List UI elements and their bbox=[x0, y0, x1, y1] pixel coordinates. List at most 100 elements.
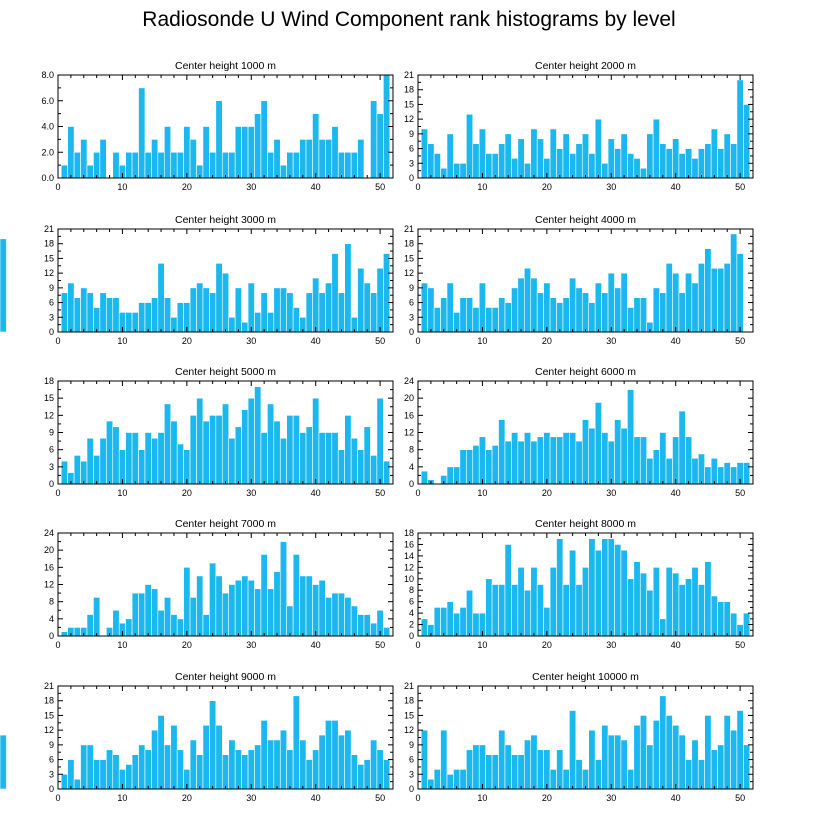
x-tick-label: 0 bbox=[415, 640, 420, 650]
histogram-bar bbox=[260, 432, 268, 485]
histogram-bar bbox=[697, 584, 705, 637]
histogram-bar bbox=[523, 432, 532, 485]
histogram-bar bbox=[691, 158, 699, 179]
histogram-bar bbox=[646, 457, 654, 485]
histogram-bar bbox=[517, 440, 525, 485]
y-tick-label: 0 bbox=[409, 327, 414, 337]
histogram-bar bbox=[743, 462, 751, 485]
histogram-bar bbox=[710, 267, 718, 333]
histogram-bar bbox=[453, 612, 461, 637]
histogram-bar bbox=[254, 113, 262, 179]
y-tick-label: 9 bbox=[409, 129, 414, 139]
histogram-bar bbox=[446, 282, 454, 333]
histogram-bar bbox=[601, 432, 609, 485]
histogram-bar bbox=[685, 578, 693, 637]
histogram-bar bbox=[267, 312, 275, 333]
y-tick-label: 16 bbox=[404, 410, 414, 420]
histogram-panel: Center height 6000 m 0 4 8 12 16 20 24 0 10 20 30 40… bbox=[404, 366, 754, 498]
histogram-bar bbox=[383, 627, 391, 637]
histogram-bar bbox=[588, 729, 596, 790]
histogram-bar bbox=[704, 143, 712, 179]
y-tick-label: 12 bbox=[44, 268, 54, 278]
histogram-bar bbox=[292, 554, 300, 637]
histogram-bar bbox=[292, 695, 300, 790]
x-tick-label: 10 bbox=[117, 182, 127, 192]
histogram-bar bbox=[685, 759, 693, 790]
histogram-bar bbox=[575, 584, 583, 637]
histogram-bar bbox=[530, 567, 538, 637]
histogram-bar bbox=[730, 233, 738, 333]
histogram-bar bbox=[254, 312, 262, 333]
histogram-panel: Center height 1000 m 0.0 2.0 4.0 6.0 8.0 0 10 20… bbox=[41, 60, 394, 192]
y-tick-label: 12 bbox=[44, 725, 54, 735]
histogram-bar bbox=[305, 139, 313, 179]
y-tick-label: 21 bbox=[404, 70, 414, 80]
histogram-bar bbox=[704, 561, 712, 637]
histogram-bar bbox=[286, 749, 294, 790]
histogram-bar bbox=[151, 729, 159, 790]
histogram-bar bbox=[196, 397, 204, 485]
histogram-bar bbox=[125, 312, 133, 333]
histogram-bar bbox=[633, 561, 641, 637]
histogram-bar bbox=[189, 287, 197, 333]
histogram-bar bbox=[652, 720, 660, 790]
x-tick-label: 40 bbox=[311, 488, 321, 498]
histogram-bar bbox=[639, 436, 648, 485]
histogram-bar bbox=[723, 601, 731, 637]
histogram-bar bbox=[446, 601, 454, 637]
histogram-bar bbox=[511, 432, 519, 485]
histogram-bar bbox=[67, 126, 75, 179]
histogram-bar bbox=[498, 143, 506, 179]
y-tick-label: 15 bbox=[44, 253, 54, 263]
histogram-bar bbox=[704, 248, 712, 333]
y-tick-label: 20 bbox=[404, 393, 414, 403]
x-tick-label: 50 bbox=[375, 793, 385, 803]
x-tick-label: 0 bbox=[415, 488, 420, 498]
histogram-bar bbox=[325, 282, 333, 333]
histogram-bar bbox=[478, 128, 486, 179]
histogram-bar bbox=[710, 457, 718, 485]
histogram-bar bbox=[86, 164, 94, 179]
histogram-bar bbox=[376, 113, 384, 179]
y-tick-label: 18 bbox=[44, 696, 54, 706]
histogram-bar bbox=[549, 128, 557, 179]
histogram-bar bbox=[86, 292, 94, 333]
histogram-bar bbox=[556, 148, 564, 179]
histogram-bar bbox=[331, 720, 339, 790]
histogram-bar bbox=[697, 263, 705, 333]
histogram-bar bbox=[562, 432, 570, 485]
histogram-bar bbox=[472, 307, 480, 333]
histogram-bar bbox=[466, 113, 474, 179]
histogram-bar bbox=[221, 403, 230, 485]
histogram-bar bbox=[459, 162, 467, 179]
histogram-bar bbox=[562, 297, 570, 333]
histogram-bar bbox=[299, 432, 307, 485]
x-tick-label: 10 bbox=[477, 488, 487, 498]
x-tick-label: 50 bbox=[375, 640, 385, 650]
histogram-bar bbox=[485, 307, 493, 333]
histogram-bar bbox=[672, 138, 680, 179]
histogram-bar bbox=[254, 744, 262, 790]
histogram-bar bbox=[350, 754, 358, 790]
histogram-bar bbox=[627, 389, 635, 485]
histogram-bar bbox=[678, 584, 686, 637]
x-tick-label: 10 bbox=[117, 640, 127, 650]
histogram-bar bbox=[607, 734, 615, 790]
histogram-bar bbox=[170, 724, 178, 790]
histogram-bar bbox=[607, 138, 615, 179]
histogram-bar bbox=[357, 449, 365, 485]
histogram-bar bbox=[485, 754, 493, 790]
histogram-bar bbox=[697, 148, 705, 179]
histogram-bar bbox=[318, 579, 326, 637]
histogram-bar bbox=[646, 589, 654, 637]
histogram-bar bbox=[620, 133, 628, 179]
histogram-bar bbox=[562, 584, 570, 637]
histogram-bar bbox=[273, 420, 281, 485]
histogram-bar bbox=[234, 426, 242, 485]
histogram-bar bbox=[221, 592, 230, 637]
histogram-bar bbox=[523, 162, 532, 179]
x-tick-label: 40 bbox=[311, 793, 321, 803]
histogram-bar bbox=[697, 759, 705, 790]
histogram-bar bbox=[157, 432, 165, 485]
histogram-bar bbox=[491, 153, 499, 179]
